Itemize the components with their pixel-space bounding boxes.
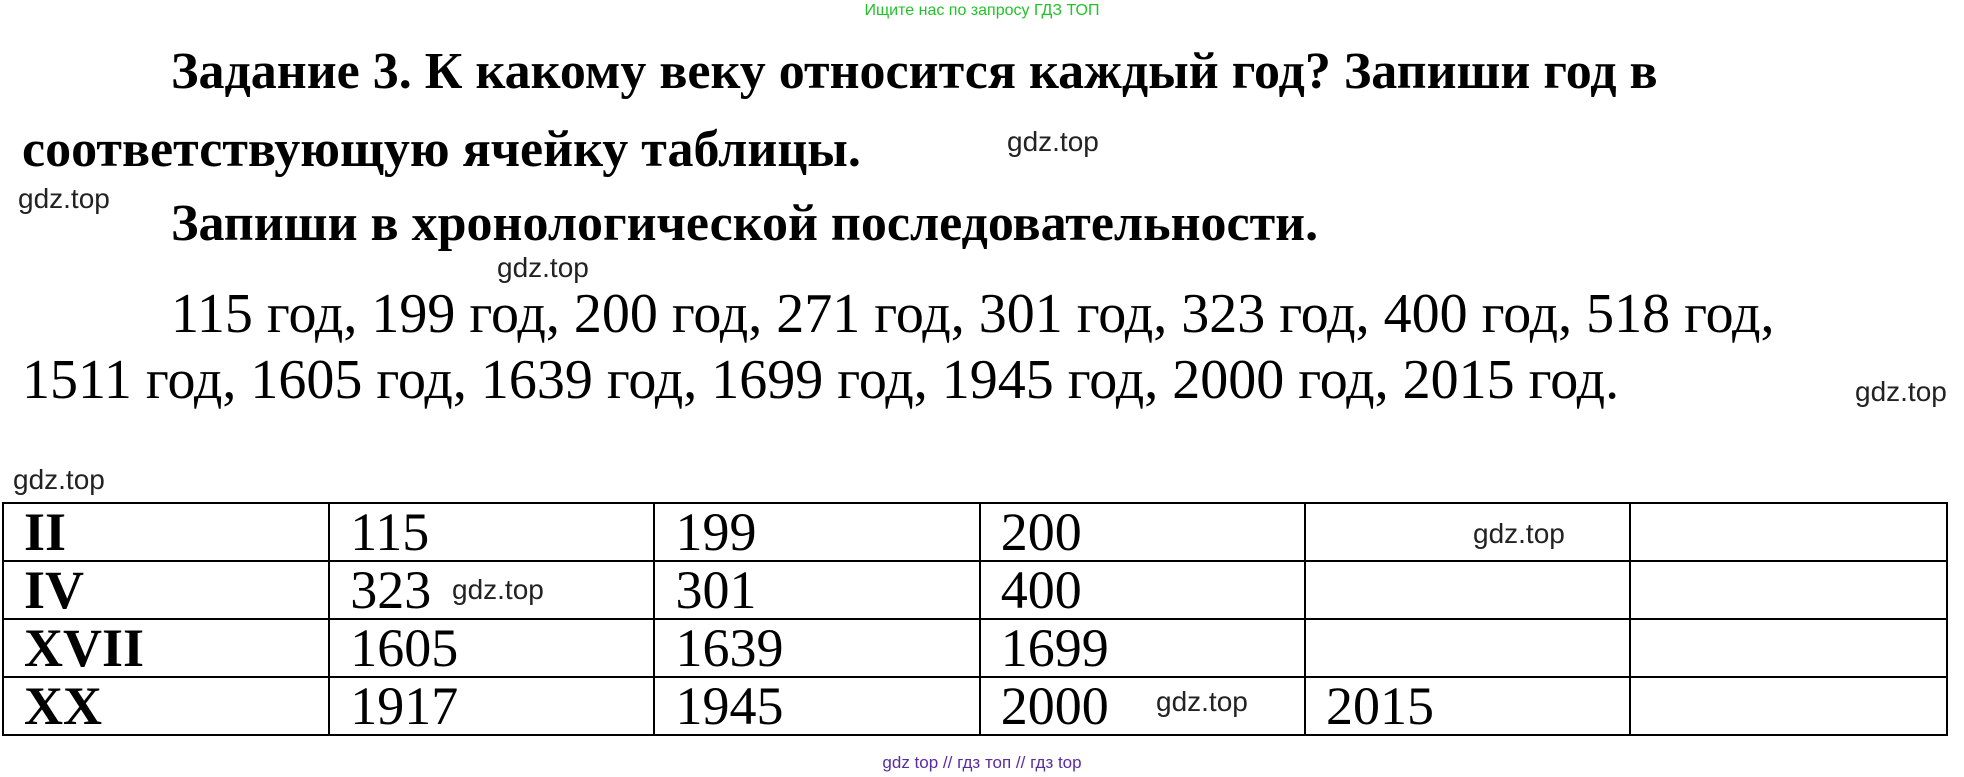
- year-cell: 2015: [1303, 676, 1632, 736]
- watermark: gdz.top: [1473, 518, 1565, 549]
- year-cell: [1303, 502, 1632, 562]
- watermark: gdz.top: [13, 464, 105, 495]
- year-cell: 301: [653, 560, 981, 620]
- year-cell: 1945: [653, 676, 981, 736]
- year-cell: [1629, 618, 1948, 678]
- centuries-table: II 115 199 200 IV 323 301 400 XVII 1605 …: [1, 502, 1948, 736]
- watermark: gdz.top: [497, 252, 589, 283]
- table-row: XX 1917 1945 2000 2015: [1, 676, 1948, 736]
- footer-links: gdz top // гдз топ // гдз top: [882, 753, 1082, 772]
- watermark: gdz.top: [1855, 376, 1947, 407]
- task-title-line2: соответствующую ячейку таблицы.: [22, 121, 861, 178]
- task-instruction: Запиши в хронологической последовательно…: [171, 195, 1319, 252]
- watermark: gdz.top: [1007, 126, 1099, 157]
- century-cell: XX: [1, 676, 331, 736]
- year-cell: 1699: [978, 618, 1306, 678]
- table-row: XVII 1605 1639 1699: [1, 618, 1948, 678]
- watermark: gdz.top: [1156, 686, 1248, 717]
- watermark: gdz.top: [452, 574, 544, 605]
- year-cell: [1629, 676, 1948, 736]
- search-hint: Ищите нас по запросу ГДЗ ТОП: [864, 2, 1100, 19]
- task-title-line1: Задание 3. К какому веку относится кажды…: [171, 43, 1658, 100]
- year-cell: 199: [653, 502, 981, 562]
- year-cell: 1639: [653, 618, 981, 678]
- year-cell: [1303, 618, 1632, 678]
- century-cell: II: [1, 502, 331, 562]
- years-list-line2: 1511 год, 1605 год, 1639 год, 1699 год, …: [22, 349, 1620, 411]
- year-cell: 400: [978, 560, 1306, 620]
- year-cell: [1303, 560, 1632, 620]
- watermark: gdz.top: [18, 183, 110, 214]
- century-cell: IV: [1, 560, 331, 620]
- year-cell: 323: [328, 560, 656, 620]
- year-cell: 2000: [978, 676, 1306, 736]
- year-cell: 200: [978, 502, 1306, 562]
- year-cell: [1629, 502, 1948, 562]
- year-cell: 1605: [328, 618, 656, 678]
- year-cell: [1629, 560, 1948, 620]
- table-row: IV 323 301 400: [1, 560, 1948, 620]
- year-cell: 115: [328, 502, 656, 562]
- year-cell: 1917: [328, 676, 656, 736]
- century-cell: XVII: [1, 618, 331, 678]
- years-list-line1: 115 год, 199 год, 200 год, 271 год, 301 …: [171, 283, 1775, 345]
- table-row: II 115 199 200: [1, 502, 1948, 562]
